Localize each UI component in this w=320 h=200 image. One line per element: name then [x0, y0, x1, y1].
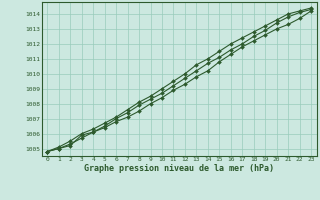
X-axis label: Graphe pression niveau de la mer (hPa): Graphe pression niveau de la mer (hPa): [84, 164, 274, 173]
